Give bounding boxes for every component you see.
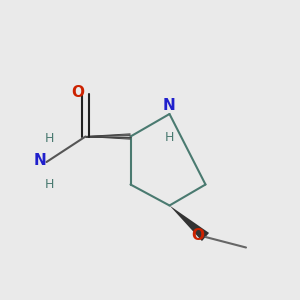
Text: O: O (71, 85, 84, 100)
Polygon shape (169, 206, 209, 241)
Text: H: H (45, 133, 54, 146)
Text: H: H (165, 130, 174, 143)
Text: H: H (45, 178, 54, 191)
Text: N: N (163, 98, 176, 112)
Text: N: N (34, 153, 46, 168)
Text: O: O (191, 228, 204, 243)
